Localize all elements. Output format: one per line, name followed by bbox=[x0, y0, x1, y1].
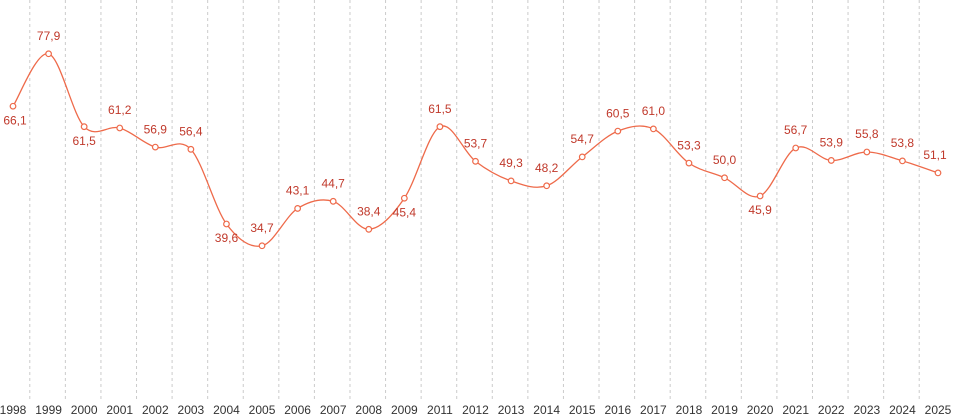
point bbox=[472, 157, 479, 165]
point bbox=[827, 157, 835, 164]
point bbox=[685, 159, 693, 167]
point bbox=[614, 127, 622, 135]
x-tick-label: 2023 bbox=[853, 403, 880, 417]
point bbox=[756, 192, 764, 200]
x-tick-label: 2017 bbox=[640, 403, 667, 417]
x-tick-label: 2011 bbox=[427, 403, 453, 417]
point bbox=[9, 102, 17, 110]
point bbox=[223, 220, 230, 228]
x-tick-label: 1999 bbox=[35, 403, 62, 417]
data-label: 61,2 bbox=[108, 103, 132, 117]
point bbox=[792, 144, 800, 152]
x-tick-label: 1998 bbox=[0, 403, 27, 417]
x-tick-label: 2019 bbox=[711, 403, 738, 417]
x-tick-label: 2025 bbox=[925, 403, 952, 417]
point bbox=[294, 205, 302, 212]
data-label: 53,9 bbox=[820, 136, 844, 150]
x-tick-label: 2005 bbox=[249, 403, 276, 417]
point bbox=[116, 124, 124, 132]
point bbox=[507, 177, 515, 185]
data-label: 77,9 bbox=[37, 29, 61, 43]
data-label: 38,4 bbox=[357, 205, 381, 219]
data-label: 61,5 bbox=[428, 102, 452, 116]
point bbox=[187, 145, 195, 153]
data-label: 53,3 bbox=[677, 138, 701, 152]
point bbox=[365, 225, 373, 233]
x-tick-label: 2000 bbox=[71, 403, 98, 417]
x-tick-label: 2015 bbox=[569, 403, 596, 417]
data-label: 56,7 bbox=[784, 123, 808, 137]
x-tick-label: 2022 bbox=[818, 403, 845, 417]
data-label: 60,5 bbox=[606, 106, 630, 120]
point bbox=[578, 153, 586, 161]
x-tick-label: 2013 bbox=[498, 403, 525, 417]
x-tick-label: 2002 bbox=[142, 403, 169, 417]
point bbox=[436, 123, 444, 131]
data-label: 45,4 bbox=[393, 205, 417, 219]
point bbox=[400, 194, 408, 202]
x-tick-label: 2001 bbox=[106, 403, 133, 417]
data-label: 56,4 bbox=[179, 125, 203, 139]
x-tick-label: 2007 bbox=[320, 403, 347, 417]
data-label: 51,1 bbox=[923, 148, 947, 162]
point bbox=[721, 174, 728, 182]
point bbox=[899, 157, 906, 165]
data-label: 61,5 bbox=[72, 134, 96, 148]
data-label: 45,9 bbox=[748, 203, 772, 217]
point bbox=[543, 182, 551, 190]
data-label: 53,8 bbox=[891, 136, 915, 150]
point bbox=[863, 148, 871, 156]
point bbox=[80, 123, 88, 131]
data-label: 56,9 bbox=[144, 122, 168, 136]
x-tick-label: 2004 bbox=[213, 403, 240, 417]
data-label: 55,8 bbox=[855, 127, 879, 141]
data-label: 54,7 bbox=[571, 132, 595, 146]
x-tick-label: 2018 bbox=[676, 403, 703, 417]
data-label: 39,6 bbox=[215, 231, 239, 245]
data-label: 49,3 bbox=[499, 156, 523, 170]
point bbox=[934, 169, 942, 177]
data-label: 43,1 bbox=[286, 184, 310, 198]
x-tick-label: 2024 bbox=[889, 403, 916, 417]
x-tick-label: 2003 bbox=[178, 403, 205, 417]
x-tick-label: 2008 bbox=[355, 403, 382, 417]
x-tick-label: 2020 bbox=[747, 403, 774, 417]
data-label: 44,7 bbox=[322, 177, 346, 191]
point bbox=[45, 50, 52, 58]
point bbox=[258, 242, 266, 250]
x-tick-label: 2012 bbox=[462, 403, 489, 417]
data-label: 66,1 bbox=[3, 113, 27, 127]
data-label: 48,2 bbox=[535, 161, 559, 175]
data-label: 50,0 bbox=[713, 153, 737, 167]
x-tick-label: 2009 bbox=[391, 403, 418, 417]
x-tick-label: 2006 bbox=[284, 403, 311, 417]
point bbox=[151, 143, 159, 151]
data-label: 61,0 bbox=[642, 104, 666, 118]
x-tick-label: 2014 bbox=[533, 403, 560, 417]
point bbox=[329, 197, 337, 205]
x-tick-label: 2021 bbox=[782, 403, 809, 417]
data-label: 53,7 bbox=[464, 137, 488, 151]
x-tick-label: 2016 bbox=[604, 403, 631, 417]
data-label: 34,7 bbox=[250, 221, 274, 235]
point bbox=[649, 125, 657, 133]
